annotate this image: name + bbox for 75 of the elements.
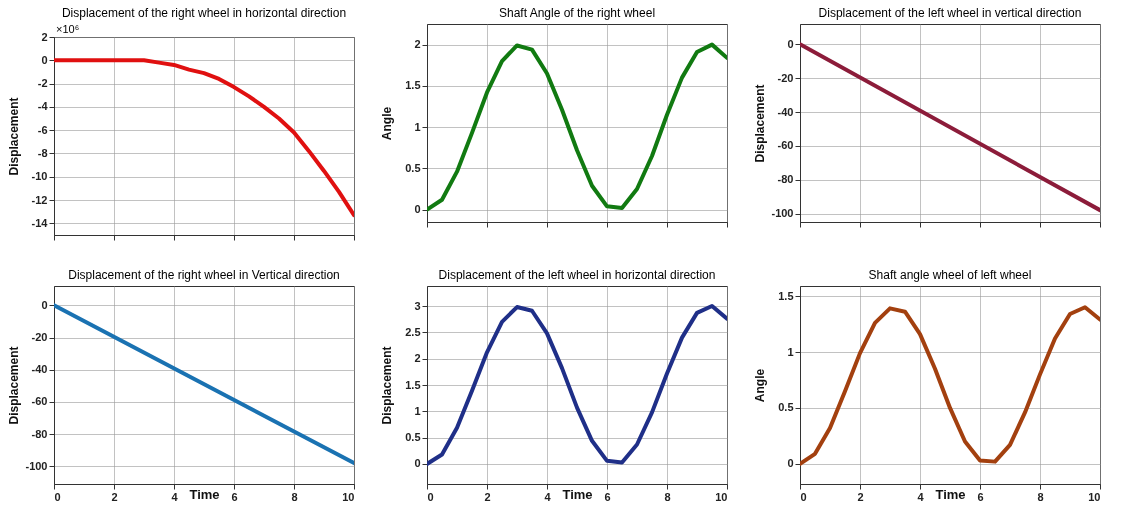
y-tick-label: -14 [31, 216, 49, 229]
line-series [800, 305, 1100, 466]
x-tick-label: 2 [857, 490, 864, 503]
y-tick-label: 1 [414, 404, 421, 417]
line-series [54, 58, 354, 218]
y-tick-label: -12 [31, 193, 48, 206]
y-tick-label: 0.5 [405, 161, 421, 174]
x-tick-label: 2 [111, 490, 118, 503]
x-tick-label: 10 [715, 490, 728, 503]
x-axis-title: Time [935, 486, 966, 502]
x-tick-label: 6 [231, 490, 238, 503]
line-series [427, 42, 727, 212]
y-tick-label: -100 [771, 207, 794, 220]
chart-title: Displacement of the left wheel in horizontal direction [438, 268, 716, 282]
y-axis-title: Displacement [379, 346, 394, 425]
x-tick-label: 10 [342, 490, 355, 503]
text: ×10⁶ [56, 23, 80, 35]
y-tick-label: -20 [31, 331, 48, 344]
x-tick-label: 4 [171, 490, 179, 503]
x-tick-label: 2 [484, 490, 491, 503]
x-tick-label: 0 [54, 490, 61, 503]
y-tick-label: -40 [31, 363, 48, 376]
chart-title: Shaft Angle of the right wheel [498, 6, 656, 20]
y-tick-label: 0 [41, 53, 48, 66]
y-tick-label: -4 [37, 100, 49, 113]
y-axis-title: Displacement [6, 346, 21, 425]
y-tick-label: 0 [41, 298, 48, 311]
x-tick-label: 0 [800, 490, 807, 503]
x-tick-label: 10 [1088, 490, 1101, 503]
x-tick-label: 4 [917, 490, 925, 503]
y-tick-label: -10 [31, 170, 48, 183]
y-tick-label: -8 [37, 146, 48, 159]
y-tick-label: 1 [414, 120, 421, 133]
y-tick-label: -6 [37, 123, 48, 136]
y-tick-label: -2 [37, 77, 48, 90]
chart-title: Displacement of the right wheel in horizontal direction [61, 6, 347, 20]
x-tick-label: 8 [1037, 490, 1044, 503]
chart-title: Shaft angle wheel of left wheel [868, 268, 1032, 282]
y-axis-title: Displacement [6, 97, 21, 176]
y-tick-label: 0.5 [778, 401, 794, 414]
x-tick-label: 8 [291, 490, 298, 503]
y-tick-label: 2 [41, 30, 48, 43]
y-tick-label: -100 [25, 459, 48, 472]
y-tick-label: 1.5 [778, 289, 794, 302]
y-tick-label: -60 [31, 395, 48, 408]
y-tick-label: -20 [777, 71, 794, 84]
x-axis-title: Time [189, 486, 220, 502]
x-tick-label: 4 [544, 490, 552, 503]
y-tick-label: 0 [414, 457, 421, 470]
y-tick-label: 0 [414, 203, 421, 216]
y-tick-label: -40 [777, 105, 794, 118]
y-tick-label: 0 [787, 457, 794, 470]
y-tick-label: 1.5 [405, 79, 421, 92]
y-axis-title: Angle [752, 368, 767, 403]
y-tick-label: 0.5 [405, 431, 421, 444]
y-axis-title: Displacement [752, 84, 767, 163]
line-series [427, 304, 727, 466]
y-tick-label: -80 [31, 427, 48, 440]
y-tick-label: -60 [777, 139, 794, 152]
y-tick-label: 3 [414, 299, 421, 312]
y-tick-label: 2 [414, 352, 421, 365]
y-tick-label: 2.5 [405, 325, 421, 338]
y-tick-label: 0 [787, 37, 794, 50]
x-axis-title: Time [562, 486, 593, 502]
x-tick-label: 8 [664, 490, 671, 503]
chart-title: Displacement of the left wheel in vertical direction [818, 6, 1082, 20]
y-tick-label: 1.5 [405, 378, 421, 391]
x-tick-label: 6 [604, 490, 611, 503]
chart-title: Displacement of the right wheel in Vertical direction [68, 268, 340, 282]
y-axis-title: Angle [379, 106, 394, 141]
y-tick-label: -80 [777, 173, 794, 186]
x-tick-label: 0 [427, 490, 434, 503]
x-tick-label: 6 [977, 490, 984, 503]
y-tick-label: 2 [414, 38, 421, 51]
y-tick-label: 1 [787, 345, 794, 358]
